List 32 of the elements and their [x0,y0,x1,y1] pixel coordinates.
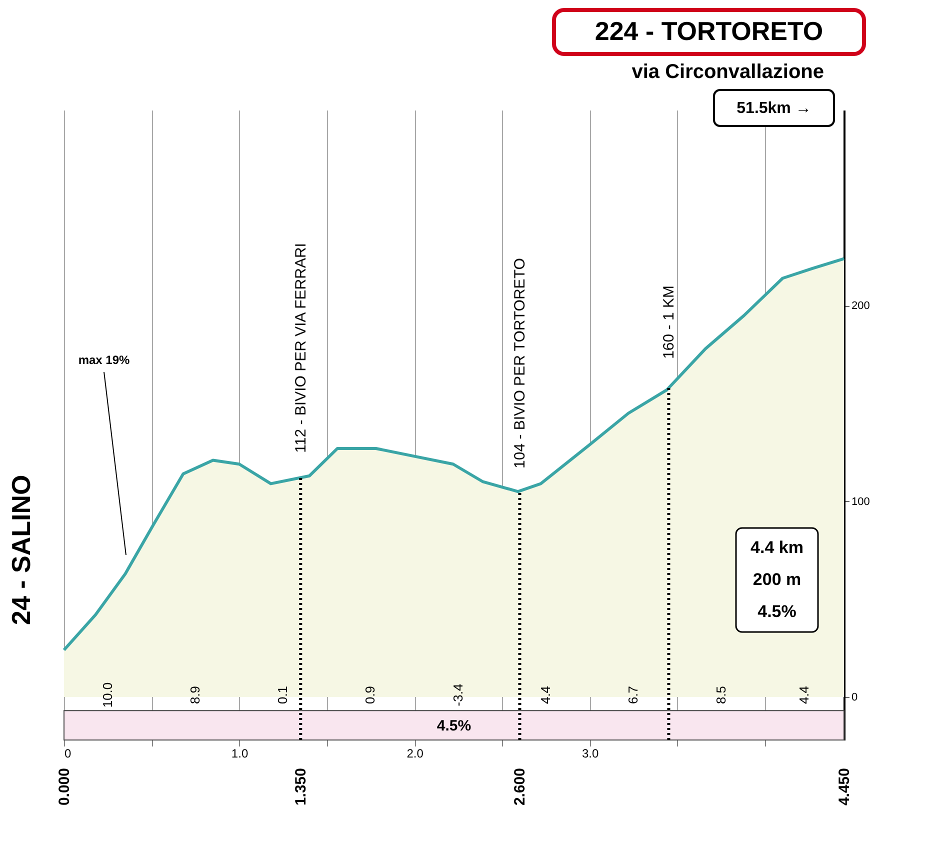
y-tick-label: 0 [852,691,858,704]
y-tick-label: 200 [852,300,870,312]
annotation: 104 - BIVIO PER TORTORETO [512,258,529,468]
x-tick-label: 2.0 [406,746,424,760]
chart-title: 224 - TORTORETO [594,16,824,46]
annotation: 200 m [752,570,802,589]
x-tick-label: 0 [64,746,72,760]
annotation: 8.5 [713,686,728,704]
annotation: 0.1 [275,686,290,704]
x-tick-label: 3.0 [582,746,600,760]
annotation: -3.4 [450,684,466,706]
chart-subtitle: via Circonvallazione [632,61,824,83]
annotation: 10.0 [100,682,115,708]
annotation: max 19% [78,353,130,367]
annotation: 4.4 [538,686,554,704]
annotation: 160 - 1 KM [660,286,678,359]
annotation: 51.5km → [736,100,812,117]
ref-line-label: 2.600 [512,768,529,806]
band-label: 4.5% [436,717,472,734]
annotation: 4.5% [758,602,796,621]
annotation: 0.9 [362,686,378,704]
annotation: 8.9 [187,686,202,704]
annotation: 24 - SALINO [6,474,36,625]
text: 4.450 [836,768,853,806]
annotation: 4.4 [796,686,812,704]
annotation: 6.7 [626,686,641,704]
annotation: 4.4 km [750,538,804,557]
ref-line-label: 1.350 [292,768,310,806]
y-tick-label: 100 [852,496,870,508]
annotation: 112 - BIVIO PER VIA FERRARI [292,243,310,453]
text: 0.000 [56,768,73,806]
x-tick-label: 1.0 [231,746,248,760]
